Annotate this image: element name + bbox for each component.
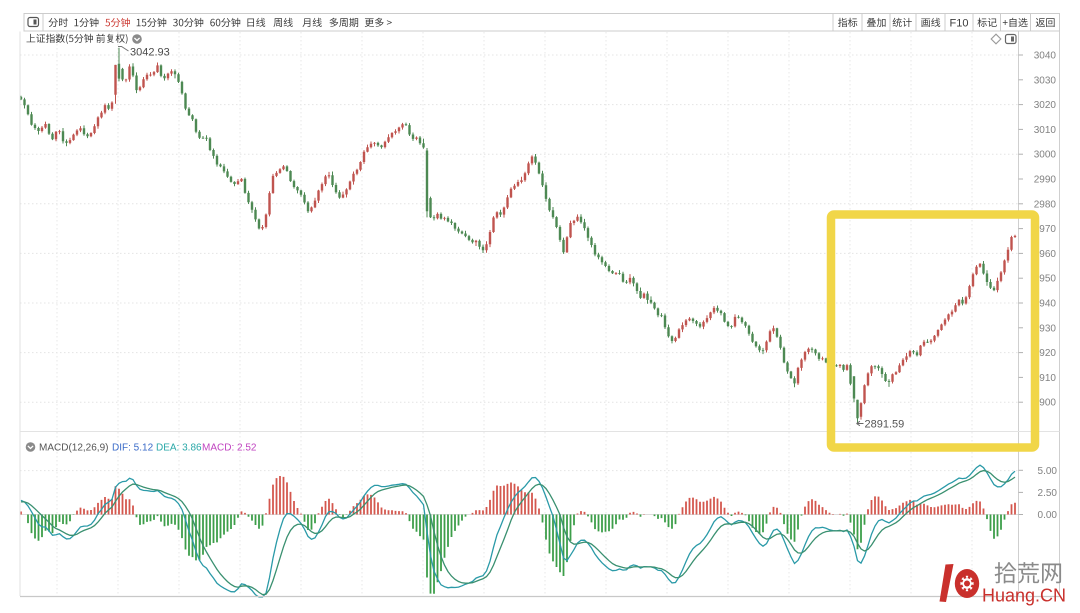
svg-text:F10: F10 [950, 18, 969, 30]
svg-text:3020: 3020 [1034, 100, 1057, 111]
svg-text:2990: 2990 [1034, 175, 1057, 186]
svg-text:5.00: 5.00 [1038, 466, 1058, 477]
svg-text:2.50: 2.50 [1038, 488, 1058, 499]
svg-text:0.00: 0.00 [1038, 510, 1058, 521]
svg-text:MACD: 2.52: MACD: 2.52 [202, 443, 257, 454]
svg-text:3040: 3040 [1034, 51, 1057, 62]
svg-text:2891.59: 2891.59 [865, 419, 905, 431]
svg-text:2910: 2910 [1034, 373, 1057, 384]
svg-text:Huang.CN: Huang.CN [982, 586, 1066, 606]
svg-text:2940: 2940 [1034, 299, 1057, 310]
svg-text:2930: 2930 [1034, 323, 1057, 334]
svg-text:3042.93: 3042.93 [130, 47, 170, 59]
svg-text:3010: 3010 [1034, 125, 1057, 136]
svg-text:2960: 2960 [1034, 249, 1057, 260]
svg-text:DEA: 3.86: DEA: 3.86 [156, 443, 202, 454]
svg-text:3030: 3030 [1034, 75, 1057, 86]
svg-text:DIF: 5.12: DIF: 5.12 [112, 443, 154, 454]
svg-text:2980: 2980 [1034, 199, 1057, 210]
svg-text:MACD(12,26,9): MACD(12,26,9) [39, 443, 108, 454]
svg-text:2920: 2920 [1034, 348, 1057, 359]
svg-text:2900: 2900 [1034, 398, 1057, 409]
svg-text:2950: 2950 [1034, 274, 1057, 285]
svg-text:2970: 2970 [1034, 224, 1057, 235]
svg-text:3000: 3000 [1034, 150, 1057, 161]
